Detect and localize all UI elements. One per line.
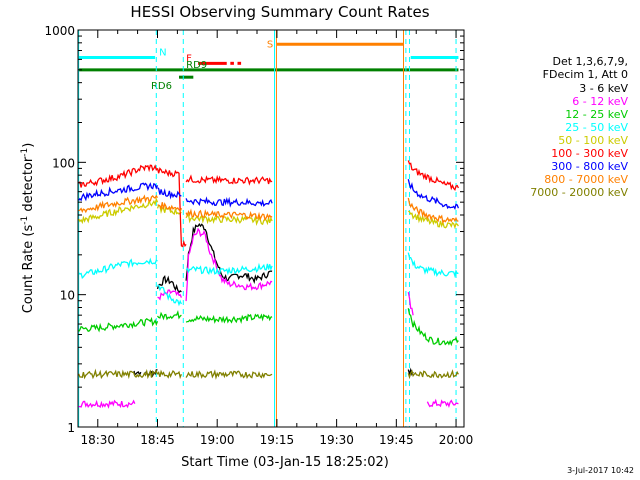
- series-trace: [157, 289, 183, 301]
- x-tick-label: 18:45: [140, 433, 175, 447]
- flag-label-s: S: [267, 39, 273, 50]
- time-markers: [78, 30, 457, 427]
- legend-entry: 800 - 7000 keV: [544, 173, 628, 186]
- series-trace: [185, 262, 273, 276]
- series-trace: [78, 194, 159, 214]
- series-trace: [426, 398, 459, 409]
- legend-entry: 7000 - 20000 keV: [530, 186, 628, 199]
- generation-timestamp: 3-Jul-2017 10:42: [567, 466, 634, 475]
- x-tick-label: 19:00: [200, 433, 235, 447]
- y-tick-label: 100: [52, 156, 75, 170]
- flag-label-f: F: [186, 53, 192, 64]
- legend-entry: 25 - 50 keV: [565, 121, 628, 134]
- flag-label-n: N: [159, 47, 166, 58]
- y-axis-label-part: ): [21, 143, 36, 148]
- legend-entry: 6 - 12 keV: [572, 95, 628, 108]
- series-trace: [185, 208, 273, 222]
- series-trace: [407, 291, 414, 316]
- legend-header-line: Det 1,3,6,7,9,: [552, 55, 628, 68]
- series-trace: [78, 182, 159, 202]
- series-trace: [78, 368, 159, 380]
- series-trace: [78, 399, 136, 409]
- series-3: [78, 252, 459, 307]
- axis-ticks: 18:30 18:45 19:00 19:15 19:30 19:45 20:00 1 10 10…: [44, 24, 473, 447]
- series-trace: [407, 197, 459, 224]
- y-axis-label-part: Count Rate (s: [21, 225, 36, 314]
- y-axis-label-sup: -1: [20, 216, 30, 225]
- y-axis-label-sup: -1: [20, 148, 30, 157]
- series-2: [78, 308, 459, 347]
- series-trace: [185, 313, 273, 325]
- series-trace: [156, 275, 182, 294]
- series-trace: [185, 227, 273, 302]
- series-trace: [185, 369, 273, 380]
- series-trace: [407, 252, 459, 279]
- series-trace: [156, 310, 182, 321]
- series-trace: [185, 213, 273, 226]
- x-axis-label: Start Time (03-Jan-15 18:25:02): [181, 455, 389, 470]
- series-trace: [407, 369, 459, 380]
- legend-entry: 50 - 100 keV: [558, 134, 628, 147]
- series-trace: [157, 284, 182, 307]
- series-traces: [78, 160, 460, 409]
- series-trace: [78, 164, 158, 188]
- x-tick-label: 20:00: [439, 433, 474, 447]
- series-trace: [185, 222, 273, 284]
- series-trace: [407, 179, 460, 210]
- series-trace: [78, 257, 158, 279]
- series-trace: [156, 369, 182, 380]
- flag-label-rd6: RD6: [151, 81, 172, 92]
- y-axis-label-part: detector: [21, 156, 36, 216]
- x-tick-label: 19:30: [319, 433, 354, 447]
- series-trace: [407, 210, 459, 230]
- legend-entry: 3 - 6 keV: [579, 82, 628, 95]
- series-1: [78, 227, 459, 409]
- series-7: [78, 194, 459, 224]
- series-trace: [78, 197, 159, 225]
- y-axis-label: Count Rate (s-1 detector-1): [20, 143, 36, 314]
- series-trace: [157, 202, 183, 213]
- series-8: [78, 368, 459, 380]
- x-tick-label: 19:45: [379, 433, 414, 447]
- legend: Det 1,3,6,7,9, FDecim 1, Att 0 3 - 6 keV…: [530, 55, 628, 199]
- flag-label-rd9: RD9: [186, 60, 207, 71]
- chart-title: HESSI Observing Summary Count Rates: [130, 3, 429, 21]
- series-5: [78, 160, 459, 248]
- y-tick-label: 1000: [44, 24, 75, 38]
- legend-entry: 100 - 300 keV: [551, 147, 628, 160]
- series-trace: [185, 196, 273, 208]
- legend-entry: 300 - 800 keV: [551, 160, 628, 173]
- series-trace: [185, 174, 273, 186]
- y-tick-label: 10: [60, 289, 75, 303]
- series-trace: [157, 187, 182, 200]
- plot-frame: [77, 29, 465, 428]
- x-tick-label: 18:30: [80, 433, 115, 447]
- legend-entry: 12 - 25 keV: [565, 108, 628, 121]
- series-trace: [407, 308, 459, 347]
- series-trace: [407, 160, 459, 191]
- legend-header-line: FDecim 1, Att 0: [543, 68, 628, 81]
- y-tick-label: 1: [67, 421, 75, 435]
- x-tick-label: 19:15: [260, 433, 295, 447]
- series-6: [78, 179, 460, 210]
- series-trace: [78, 316, 159, 333]
- series-trace: [156, 167, 187, 248]
